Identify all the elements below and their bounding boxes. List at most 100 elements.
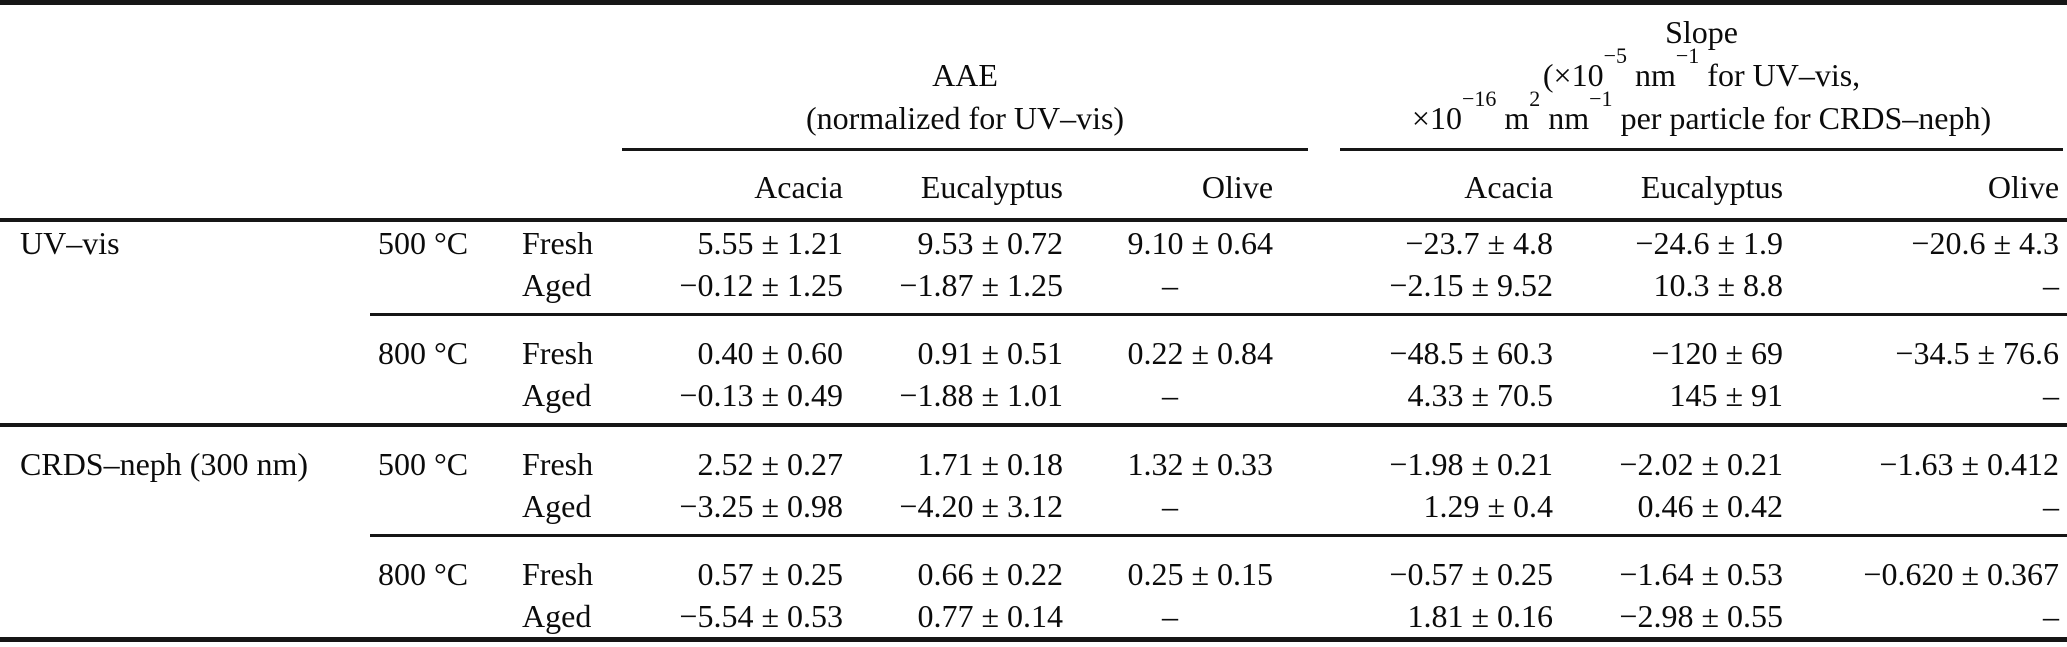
row-instrument: UV–vis [20,224,120,261]
row-temp: 500 °C [378,445,469,482]
cell-aae-eucalyptus: −1.87 ± 1.25 [845,264,1065,316]
cell-slope-olive: −1.63 ± 0.412 [1879,445,2060,482]
row-age: Aged [490,264,620,316]
cell-aae-olive: 9.10 ± 0.64 [1127,224,1274,261]
cell-slope-eucalyptus: −2.02 ± 0.21 [1619,445,1784,482]
row-instrument [0,315,370,375]
cell-slope-acacia: −1.98 ± 0.21 [1389,445,1554,482]
cell-slope-olive: −0.620 ± 0.367 [1863,555,2060,592]
slope-group-header: Slope (×10−5 nm−1 for UV–vis, ×10−16 m2 … [1275,3,2067,151]
cell-aae-acacia: 0.57 ± 0.25 [697,555,843,592]
row-instrument [0,595,370,640]
cell-slope-eucalyptus: 10.3 ± 8.8 [1555,264,1786,316]
cell-slope-eucalyptus: 145 ± 91 [1555,374,1786,427]
exponent: −16 [1461,86,1497,112]
cell-slope-acacia: −0.57 ± 0.25 [1389,555,1554,592]
row-age: Aged [490,485,620,537]
cell-aae-olive: 0.25 ± 0.15 [1127,555,1274,592]
row-age: Fresh [522,224,594,261]
aae-group-header: AAE (normalized for UV–vis) [620,3,1309,151]
cell-aae-acacia: −0.13 ± 0.49 [620,374,845,427]
cell-aae-olive: 0.22 ± 0.84 [1127,334,1274,371]
aae-group-title: AAE (normalized for UV–vis) [622,54,1309,151]
cell-aae-eucalyptus: 0.91 ± 0.51 [917,334,1063,371]
col-header-aae-olive: Olive [1065,151,1276,222]
row-instrument [0,536,370,596]
table-row-crds-800-aged: Aged −5.54 ± 0.53 0.77 ± 0.14 – 1.81 ± 0… [0,595,2067,640]
cell-slope-acacia: −23.7 ± 4.8 [1405,224,1554,261]
row-age: Fresh [522,334,594,371]
cell-slope-eucalyptus: −1.64 ± 0.53 [1619,555,1784,592]
table-row-uvvis-500-aged: Aged −0.12 ± 1.25 −1.87 ± 1.25 – −2.15 ±… [0,264,2067,316]
cell-slope-acacia: 1.29 ± 0.4 [1275,485,1556,537]
cell-aae-olive: 1.32 ± 0.33 [1127,445,1274,482]
exponent: −5 [1603,43,1627,69]
cell-slope-eucalyptus: −24.6 ± 1.9 [1635,224,1784,261]
row-temp: 500 °C [378,224,469,261]
cell-aae-acacia: −5.54 ± 0.53 [679,597,843,634]
row-age: Aged [522,597,592,634]
slope-title-line2: (×10−5 nm−1 for UV–vis, [1542,43,1861,93]
table-row-crds-500-fresh: CRDS–neph (300 nm) 500 °C Fresh 2.52 ± 0… [0,425,2067,485]
aae-title-line1: AAE [932,57,998,93]
cell-slope-acacia: −48.5 ± 60.3 [1389,334,1554,371]
table-row-crds-500-aged: Aged −3.25 ± 0.98 −4.20 ± 3.12 – 1.29 ± … [0,485,2067,537]
cell-aae-acacia: 0.40 ± 0.60 [697,334,843,371]
cell-aae-acacia: 5.55 ± 1.21 [697,224,843,261]
row-temp [370,485,490,537]
table-row-uvvis-800-aged: Aged −0.13 ± 0.49 −1.88 ± 1.01 – 4.33 ± … [0,374,2067,427]
row-instrument [0,374,370,427]
row-age: Fresh [522,445,594,482]
cell-slope-olive: −34.5 ± 76.6 [1895,334,2060,371]
cell-slope-eucalyptus: −2.98 ± 0.55 [1619,597,1784,634]
cell-slope-olive: – [1785,374,2067,427]
row-temp: 800 °C [378,555,469,592]
cell-aae-eucalyptus: 1.71 ± 0.18 [917,445,1063,482]
table-row-uvvis-500-fresh: UV–vis 500 °C Fresh 5.55 ± 1.21 9.53 ± 0… [0,220,2067,264]
cell-aae-acacia: 2.52 ± 0.27 [697,445,843,482]
aae-title-line2: (normalized for UV–vis) [805,100,1125,136]
col-header-slope-olive: Olive [1785,151,2067,222]
slope-title-line3: ×10−16 m2 nm−1 per particle for CRDS–nep… [1411,86,1992,136]
row-instrument [0,485,370,536]
col-header-slope-acacia: Acacia [1275,151,1556,222]
cell-slope-eucalyptus: −120 ± 69 [1651,334,1784,371]
group-header-row: AAE (normalized for UV–vis) Slope (×10−5… [0,3,2067,152]
row-temp [370,264,490,316]
cell-aae-acacia: −3.25 ± 0.98 [620,485,845,537]
cell-aae-olive: – [1065,264,1276,316]
row-temp [370,374,490,427]
cell-slope-olive: −20.6 ± 4.3 [1911,224,2060,261]
col-header-slope-eucalyptus: Eucalyptus [1555,151,1786,222]
cell-aae-eucalyptus: 0.77 ± 0.14 [917,597,1063,634]
cell-slope-acacia: 4.33 ± 70.5 [1275,374,1556,427]
cell-slope-olive: – [1785,485,2067,537]
exponent: −1 [1589,86,1613,112]
cell-aae-olive: – [1065,485,1276,537]
cell-slope-eucalyptus: 0.46 ± 0.42 [1555,485,1786,537]
cell-slope-acacia: 1.81 ± 0.16 [1407,597,1554,634]
cell-aae-eucalyptus: 0.66 ± 0.22 [917,555,1063,592]
table-row-uvvis-800-fresh: 800 °C Fresh 0.40 ± 0.60 0.91 ± 0.51 0.2… [0,315,2067,375]
cell-slope-acacia: −2.15 ± 9.52 [1275,264,1556,316]
exponent: 2 [1529,86,1541,112]
row-age: Aged [490,374,620,427]
row-temp: 800 °C [378,334,469,371]
cell-aae-eucalyptus: 9.53 ± 0.72 [917,224,1063,261]
cell-slope-olive: – [2043,597,2060,634]
stub-header-spacer [0,3,620,152]
slope-title-line1: Slope [1665,14,1738,50]
exponent: −1 [1675,43,1700,69]
row-instrument: CRDS–neph (300 nm) [20,445,308,482]
row-age: Fresh [522,555,594,592]
cell-aae-eucalyptus: −1.88 ± 1.01 [845,374,1065,427]
cell-aae-acacia: −0.12 ± 1.25 [620,264,845,316]
cell-aae-eucalyptus: −4.20 ± 3.12 [845,485,1065,537]
slope-group-title: Slope (×10−5 nm−1 for UV–vis, ×10−16 m2 … [1340,11,2064,151]
cell-slope-olive: – [1785,264,2067,316]
row-temp [370,595,490,640]
table-row-crds-800-fresh: 800 °C Fresh 0.57 ± 0.25 0.66 ± 0.22 0.2… [0,536,2067,596]
col-header-aae-eucalyptus: Eucalyptus [845,151,1065,222]
